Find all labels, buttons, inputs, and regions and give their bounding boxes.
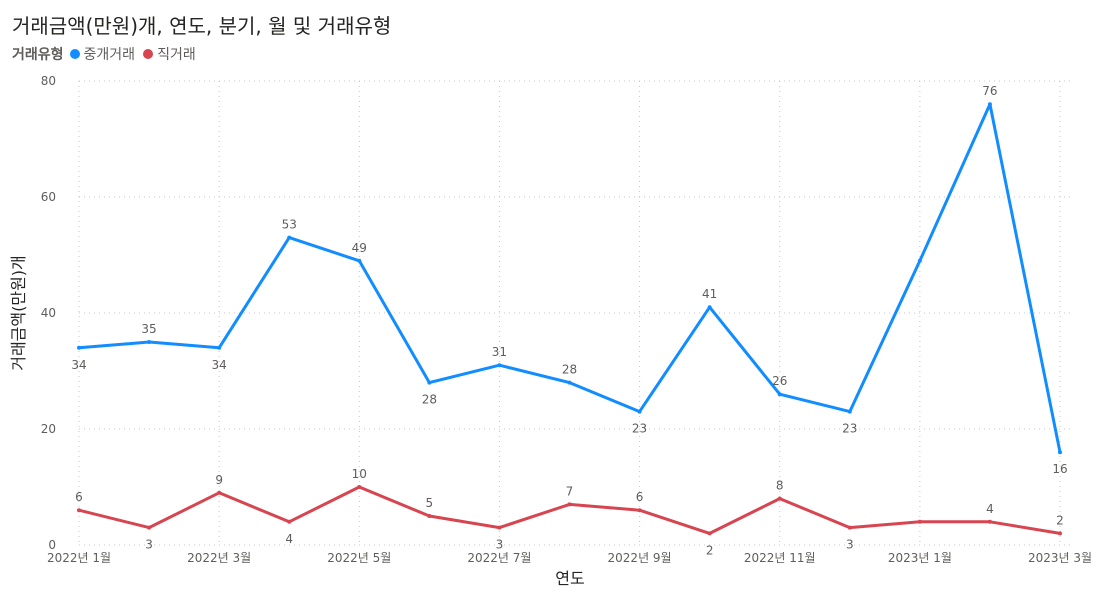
data-point bbox=[357, 485, 362, 489]
data-point bbox=[777, 392, 782, 397]
x-axis-title: 연도 bbox=[555, 569, 584, 588]
data-point bbox=[217, 345, 222, 350]
series-line-brokered bbox=[77, 102, 1062, 454]
data-label: 16 bbox=[1052, 462, 1067, 476]
data-label: 2 bbox=[706, 543, 714, 557]
y-axis-title: 거래금액(만원)개 bbox=[9, 255, 28, 371]
data-label: 53 bbox=[282, 218, 297, 232]
data-label: 4 bbox=[986, 502, 994, 516]
data-label: 23 bbox=[632, 422, 647, 436]
data-point bbox=[987, 519, 992, 524]
data-point bbox=[427, 514, 432, 518]
data-point bbox=[1058, 450, 1062, 455]
data-point bbox=[427, 380, 432, 385]
data-label: 3 bbox=[145, 538, 153, 552]
data-point bbox=[77, 508, 81, 513]
data-label: 9 bbox=[215, 473, 223, 487]
data-point bbox=[777, 496, 782, 501]
x-tick-label: 2023년 1월 bbox=[888, 551, 952, 565]
data-point bbox=[707, 531, 712, 536]
legend-item-brokered[interactable]: 중개거래 bbox=[69, 44, 136, 64]
data-label: 34 bbox=[71, 358, 86, 372]
data-point bbox=[497, 363, 502, 368]
data-point bbox=[497, 525, 502, 530]
x-tick-label: 2023년 3월 bbox=[1028, 551, 1092, 565]
data-point bbox=[287, 235, 292, 240]
data-label: 5 bbox=[426, 496, 434, 510]
data-label: 3 bbox=[496, 538, 504, 552]
x-tick-label: 2022년 1월 bbox=[47, 551, 111, 565]
data-label: 4 bbox=[285, 532, 293, 546]
data-label: 35 bbox=[141, 322, 156, 336]
data-label: 28 bbox=[422, 393, 437, 407]
data-label: 41 bbox=[702, 287, 717, 301]
data-label: 49 bbox=[352, 241, 367, 255]
legend-label: 직거래 bbox=[157, 47, 196, 63]
data-label: 76 bbox=[982, 84, 997, 98]
data-label: 3 bbox=[846, 538, 854, 552]
y-tick-label: 20 bbox=[41, 422, 56, 436]
legend-dot-icon bbox=[143, 49, 154, 59]
data-label: 28 bbox=[562, 363, 577, 377]
y-tick-label: 0 bbox=[48, 538, 56, 552]
x-tick-label: 2022년 11월 bbox=[744, 551, 816, 565]
legend-title: 거래유형 bbox=[12, 47, 64, 63]
legend-item-direct[interactable]: 직거래 bbox=[143, 44, 196, 64]
data-label: 26 bbox=[772, 374, 787, 388]
x-tick-label: 2022년 9월 bbox=[608, 551, 672, 565]
y-tick-label: 80 bbox=[41, 74, 56, 88]
data-point bbox=[217, 490, 222, 495]
data-label: 8 bbox=[776, 479, 784, 493]
data-label: 6 bbox=[75, 490, 83, 504]
data-label: 6 bbox=[636, 490, 644, 504]
data-point bbox=[567, 502, 572, 507]
data-point bbox=[567, 380, 572, 385]
data-point bbox=[637, 409, 642, 414]
data-point bbox=[637, 508, 642, 513]
x-tick-label: 2022년 7월 bbox=[467, 551, 531, 565]
data-point bbox=[147, 340, 152, 344]
data-point bbox=[847, 409, 852, 414]
data-label: 10 bbox=[352, 467, 367, 481]
data-point bbox=[77, 345, 81, 350]
data-point bbox=[357, 258, 362, 263]
data-point bbox=[847, 525, 852, 530]
data-point bbox=[707, 305, 712, 310]
data-label: 23 bbox=[842, 422, 857, 436]
y-tick-label: 40 bbox=[41, 306, 56, 320]
chart-title: 거래금액(만원)개, 연도, 분기, 월 및 거래유형 bbox=[12, 14, 392, 38]
data-label: 2 bbox=[1056, 513, 1064, 527]
legend-label: 중개거래 bbox=[83, 47, 136, 63]
legend: 거래유형 중개거래 직거래 bbox=[12, 44, 204, 64]
data-point bbox=[917, 519, 922, 524]
data-label: 31 bbox=[492, 345, 507, 359]
data-label: 34 bbox=[212, 358, 227, 372]
legend-dot-icon bbox=[69, 49, 80, 59]
x-tick-label: 2022년 3월 bbox=[187, 551, 251, 565]
y-tick-label: 60 bbox=[41, 190, 56, 204]
data-point bbox=[917, 258, 922, 263]
data-point bbox=[287, 519, 292, 524]
x-tick-label: 2022년 5월 bbox=[327, 551, 391, 565]
data-point bbox=[147, 525, 152, 530]
data-label: 7 bbox=[566, 484, 574, 498]
data-point bbox=[987, 102, 992, 107]
data-point bbox=[1058, 531, 1062, 536]
